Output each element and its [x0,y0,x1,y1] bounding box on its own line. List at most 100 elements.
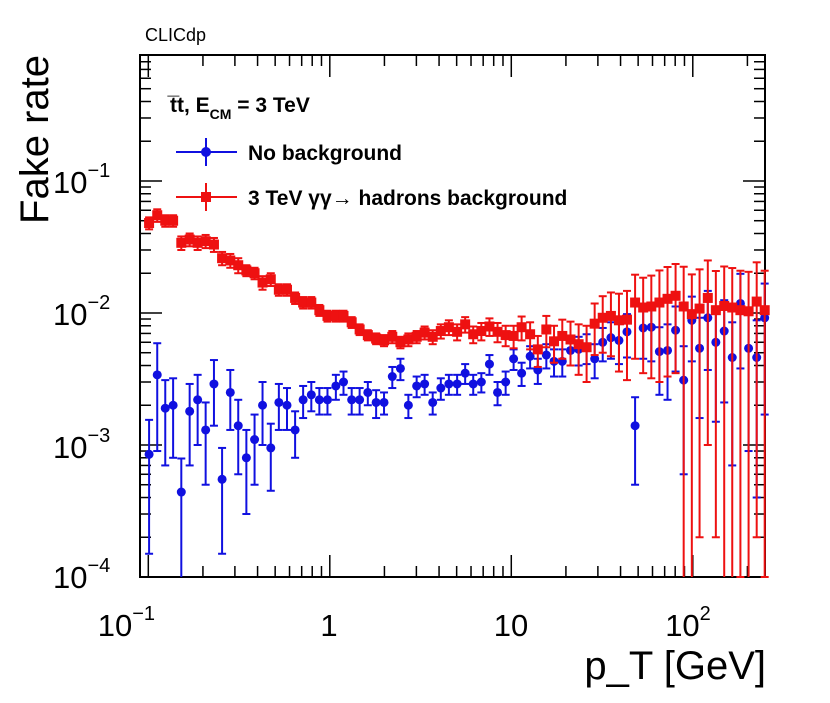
data-point [613,315,624,326]
data-point [347,395,357,405]
data-point [646,301,657,312]
data-point [605,310,616,321]
data-point [371,397,381,407]
data-point [493,387,503,397]
data-point [508,330,519,341]
data-point [217,253,228,264]
data-point [694,303,705,314]
data-point [411,331,422,342]
y-tick-labels: 10−4 10−3 10−2 10−1 [53,160,110,595]
data-point [290,425,300,435]
data-point [662,293,673,304]
x-tick-label: 102 [665,603,711,643]
data-point [201,425,211,435]
data-point [152,370,162,380]
data-point [257,277,268,288]
data-point [200,236,211,247]
data-point [710,305,721,316]
data-point [192,237,203,248]
data-point [597,312,608,323]
data-point [403,334,414,345]
data-point [743,306,754,317]
data-point [306,390,316,400]
data-point [249,268,260,279]
plot-frame [139,54,766,578]
data-point [322,395,332,405]
data-point [298,395,308,405]
data-point [160,403,170,413]
data-point [630,297,641,308]
data-point [581,342,592,353]
clicdp-label: CLICdp [145,25,206,45]
data-point [241,265,252,276]
legend-label-no-background: No background [248,142,402,165]
data-point [420,379,430,389]
y-axis-title: Fake rate [13,55,57,224]
data-point [250,435,260,445]
data-point [314,395,324,405]
data-point [225,387,235,397]
data-point [363,387,373,397]
data-point [346,317,357,328]
data-point [509,354,519,364]
data-point [152,210,163,221]
data-point [184,234,195,245]
data-point [225,255,236,266]
data-point [322,310,333,321]
data-point [427,331,438,342]
data-point [185,406,195,416]
data-point [702,292,713,303]
legend-red-marker [201,192,211,202]
data-point [549,336,560,347]
data-point [541,324,552,335]
x-axis-title: p_T [GeV] [584,644,766,688]
data-point [532,344,543,355]
data-point [541,350,551,360]
data-point [501,377,511,387]
data-point [168,215,179,226]
data-point [435,326,446,337]
y-tick-label: 10−2 [53,292,110,332]
data-point [751,296,762,307]
data-point [525,329,536,340]
data-point [290,292,301,303]
data-point [573,339,584,350]
data-point [735,305,746,316]
data-point [678,301,689,312]
legend: t̅t, ECM = 3 TeV No background 3 TeV γγ→… [166,94,567,211]
data-point [460,368,470,378]
data-point [654,297,665,308]
data-point [727,302,738,313]
data-point [168,400,178,410]
data-point [484,321,495,332]
y-tick-label: 10−1 [53,160,110,200]
data-point [339,377,349,387]
data-series [144,208,770,578]
data-point [484,359,494,369]
x-minor-ticks [139,55,749,577]
data-point [379,335,390,346]
data-point [476,377,486,387]
data-point [274,397,284,407]
data-point [452,326,463,337]
data-point [160,215,171,226]
data-point [759,305,770,316]
data-point [500,330,511,341]
data-point [444,379,454,389]
data-point [412,381,422,391]
data-point [362,330,373,341]
x-tick-label: 1 [320,608,337,643]
data-point [338,310,349,321]
data-point [298,297,309,308]
data-point [395,363,405,373]
data-point [403,400,413,410]
x-tick-labels: 10−1 1 10 102 [98,603,711,643]
data-point [176,237,187,248]
data-point [387,372,397,382]
data-point [460,319,471,330]
data-point [492,326,503,337]
data-point [233,421,243,431]
data-point [630,421,640,431]
data-point [266,443,276,453]
legend-blue-marker [201,147,211,157]
